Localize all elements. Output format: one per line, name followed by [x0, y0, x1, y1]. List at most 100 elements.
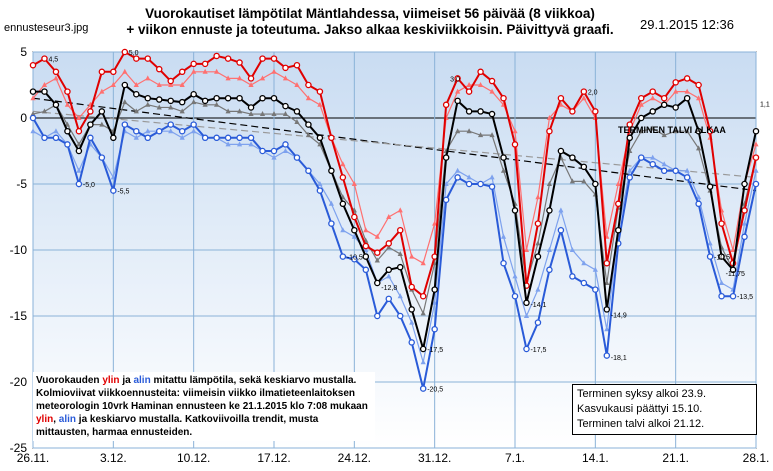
data-point-forecast_mean [477, 132, 484, 138]
info-line: Terminen talvi alkoi 21.12. [577, 418, 705, 430]
data-point-forecast_max [397, 207, 403, 213]
data-point-min [316, 187, 324, 194]
info-line: Kasvukausi päättyi 15.10. [577, 403, 703, 415]
data-label: 4,5 [48, 57, 58, 64]
data-point-forecast_min [351, 233, 357, 239]
data-point-max [121, 48, 129, 56]
data-point-max [236, 59, 243, 66]
data-point-forecast_max [558, 101, 564, 107]
data-point-mean [431, 286, 438, 293]
data-point-forecast_mean [581, 178, 587, 184]
data-label: -14,1 [530, 302, 546, 309]
data-point-max [615, 200, 622, 208]
note-min-word: alin [58, 414, 77, 425]
data-point-mean [110, 134, 117, 142]
data-point-mean [328, 167, 335, 175]
data-point-forecast_mean [673, 128, 679, 134]
data-point-forecast_min [535, 286, 541, 292]
data-point-min [557, 226, 565, 234]
data-point-min [362, 266, 370, 274]
data-point-forecast_max [53, 75, 59, 81]
x-tick-label: 14.1. [582, 451, 609, 465]
data-point-forecast_max [41, 82, 48, 87]
data-point-mean [752, 127, 760, 135]
data-point-forecast_mean [76, 141, 82, 147]
data-point-forecast_mean [122, 99, 128, 105]
data-point-min [488, 183, 496, 190]
note-min-word: alin [133, 375, 151, 386]
data-point-max [580, 88, 588, 95]
data-point-min [523, 345, 530, 353]
data-point-forecast_min [30, 128, 36, 134]
data-point-forecast_min [168, 128, 174, 134]
data-point-max [683, 75, 691, 82]
data-point-forecast_mean [317, 141, 323, 147]
data-point-forecast_max [76, 115, 82, 120]
y-tick-label: -15 [10, 309, 28, 323]
data-point-mean [224, 94, 232, 102]
data-point-min [224, 134, 232, 142]
data-point-mean [672, 104, 679, 111]
data-point-min [155, 127, 163, 135]
data-point-max [52, 68, 60, 76]
data-point-forecast_mean [156, 104, 162, 110]
data-point-forecast_min [500, 233, 507, 239]
data-point-forecast_mean [374, 257, 380, 263]
data-point-forecast_mean [650, 125, 656, 131]
data-point-min [695, 200, 702, 208]
data-point-forecast_max [730, 247, 736, 252]
y-tick-label: -25 [10, 441, 28, 455]
data-point-min [385, 295, 393, 303]
data-point-forecast_max [523, 247, 530, 252]
data-point-max [144, 55, 152, 62]
data-point-max [569, 108, 576, 115]
data-point-forecast_mean [30, 111, 36, 117]
data-point-forecast_max [248, 82, 254, 87]
data-point-forecast_min [741, 220, 748, 226]
data-point-mean [167, 97, 174, 105]
data-point-mean [133, 90, 140, 98]
data-point-forecast_max [432, 220, 438, 226]
data-point-mean [64, 127, 71, 135]
data-point-max [419, 292, 427, 300]
data-point-forecast_mean [696, 145, 702, 151]
update-datetime: 29.1.2015 12:36 [640, 17, 734, 32]
data-point-max [500, 94, 507, 102]
data-point-min [592, 286, 599, 293]
data-point-max [408, 283, 415, 291]
data-point-forecast_mean [420, 310, 426, 316]
series-line-max [32, 50, 757, 298]
series-line-min [32, 117, 757, 389]
note-text: ja [119, 375, 134, 386]
note-text: Kolmioviivat viikkoennusteita: viimeisin… [36, 388, 368, 412]
data-point-forecast_min [133, 134, 139, 140]
data-point-forecast_mean [133, 108, 139, 114]
data-point-forecast_max [340, 161, 346, 167]
data-point-max [626, 121, 634, 128]
data-point-forecast_min [145, 128, 151, 134]
data-point-min [500, 259, 507, 267]
data-point-max [178, 68, 186, 76]
data-point-forecast_max [64, 101, 71, 107]
data-point-mean [259, 94, 266, 102]
data-label: 1,1 [760, 101, 770, 108]
data-point-forecast_mean [684, 128, 690, 134]
data-label: -14,9 [611, 313, 627, 320]
data-point-mean [282, 102, 289, 110]
data-point-forecast_mean [214, 101, 220, 107]
data-point-forecast_min [523, 313, 530, 318]
data-point-mean [488, 110, 496, 118]
data-point-forecast_mean [294, 118, 300, 124]
data-point-min [649, 160, 656, 168]
data-point-forecast_max [363, 227, 369, 233]
data-point-forecast_mean [202, 101, 208, 107]
data-point-forecast_max [99, 88, 105, 94]
data-point-max [649, 88, 656, 95]
data-point-forecast_mean [259, 111, 266, 117]
y-tick-label: -20 [10, 375, 28, 389]
data-point-mean [729, 266, 737, 274]
data-point-mean [41, 88, 48, 95]
file-name: ennusteseur3.jpg [4, 22, 89, 34]
data-point-mean [741, 180, 748, 188]
data-point-mean [305, 121, 312, 128]
